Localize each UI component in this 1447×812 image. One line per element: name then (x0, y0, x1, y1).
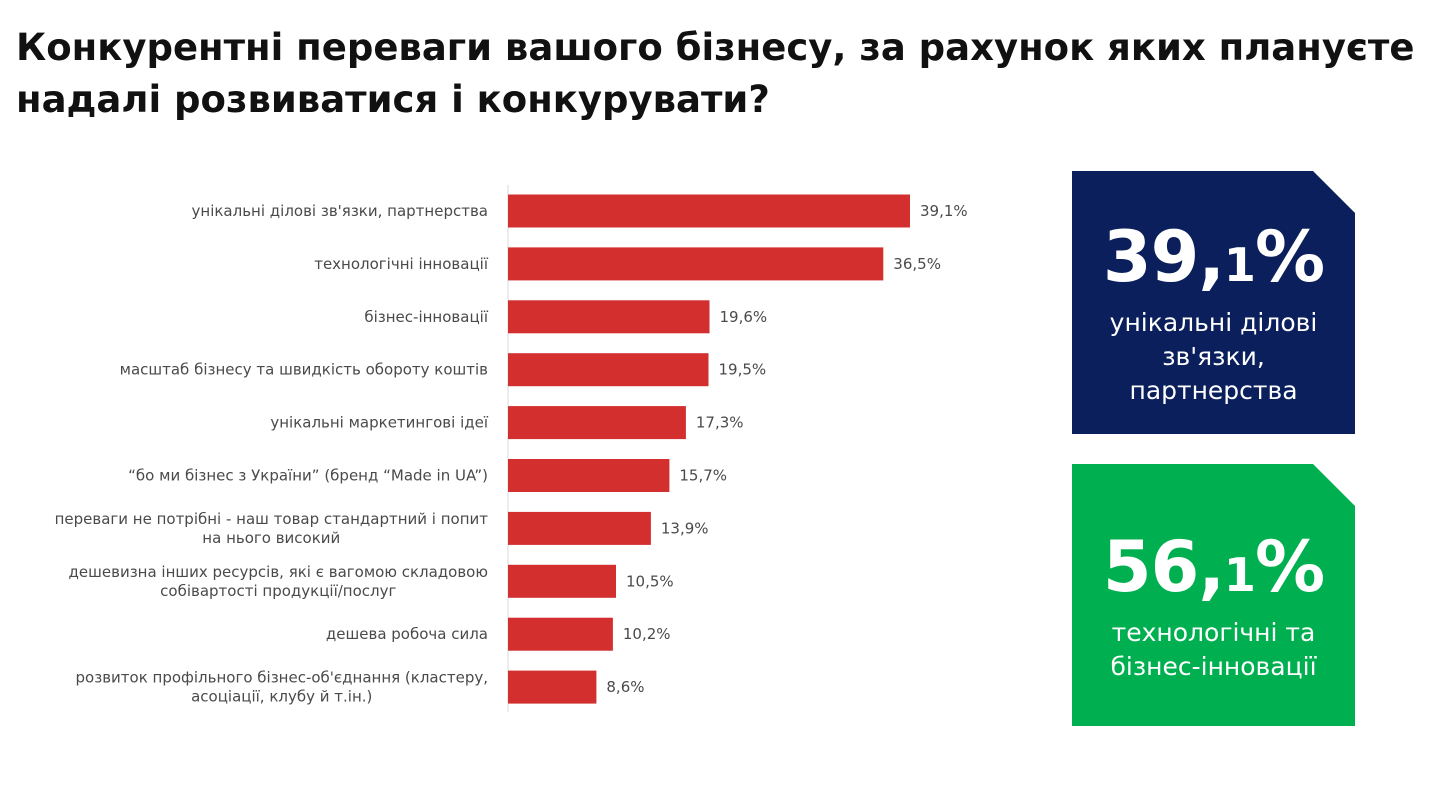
card-caption-line: партнерства (1129, 376, 1298, 405)
data-label: 13,9% (661, 519, 709, 537)
stat-card-innovations: 56,1% технологічні та бізнес-інновації (1072, 464, 1355, 726)
data-label: 15,7% (679, 467, 727, 485)
card-stat-number-main: 56, (1102, 526, 1224, 608)
card-caption-line: унікальні ділові (1109, 308, 1318, 337)
card-caption-line: бізнес-інновації (1110, 652, 1317, 681)
card-caption-line: технологічні та (1111, 618, 1316, 647)
card-stat-number-decimal: 1 (1223, 238, 1255, 292)
card-stat-number: 56,1% (1072, 527, 1355, 615)
data-label: 36,5% (893, 255, 941, 273)
bar (508, 300, 710, 334)
card-stat-number-percent: % (1254, 216, 1325, 298)
category-label: технологічні інновації (314, 255, 489, 273)
bar (508, 564, 616, 598)
data-label: 19,6% (720, 308, 768, 326)
data-label: 8,6% (606, 678, 644, 696)
category-label: бізнес-інновації (364, 308, 488, 326)
category-label: дешевизна інших ресурсів, які є вагомою … (69, 563, 488, 600)
category-label: “бо ми бізнес з України” (бренд “Made in… (128, 467, 488, 485)
card-caption: унікальні ділові зв'язки, партнерства (1072, 306, 1355, 408)
bar (508, 617, 613, 651)
category-label: унікальні маркетингові ідеї (270, 414, 488, 432)
card-stat-number-main: 39, (1102, 216, 1224, 298)
bar (508, 670, 597, 704)
page-title: Конкурентні переваги вашого бізнесу, за … (16, 26, 1415, 121)
stat-card-partnerships: 39,1% унікальні ділові зв'язки, партнерс… (1072, 171, 1355, 434)
category-label: розвиток профільного бізнес-об'єднання (… (76, 669, 488, 706)
data-label: 10,2% (623, 625, 671, 643)
card-stat-number-percent: % (1254, 526, 1325, 608)
bar-chart: 39,1% унікальні ділові зв'язки, партнерст… (55, 185, 968, 712)
bar (508, 353, 709, 387)
data-label: 10,5% (626, 572, 674, 590)
bar (508, 247, 884, 281)
category-label: масштаб бізнесу та швидкість обороту кош… (120, 361, 488, 379)
category-label: дешева робоча сила (326, 625, 488, 643)
category-label: унікальні ділові зв'язки, партнерства (192, 202, 488, 220)
category-label: переваги не потрібні - наш товар стандар… (55, 510, 489, 547)
chart-bars: 39,1% унікальні ділові зв'язки, партнерст… (55, 194, 968, 706)
data-label: 39,1% (920, 202, 968, 220)
card-stat-number-decimal: 1 (1223, 548, 1255, 602)
card-caption-line: зв'язки, (1162, 342, 1265, 371)
bar (508, 406, 686, 440)
bar (508, 459, 670, 492)
card-stat-number: 39,1% (1072, 217, 1355, 305)
bar (508, 194, 910, 228)
data-label: 19,5% (719, 361, 767, 379)
card-caption: технологічні та бізнес-інновації (1072, 616, 1355, 684)
bar (508, 511, 651, 545)
data-label: 17,3% (696, 414, 744, 432)
